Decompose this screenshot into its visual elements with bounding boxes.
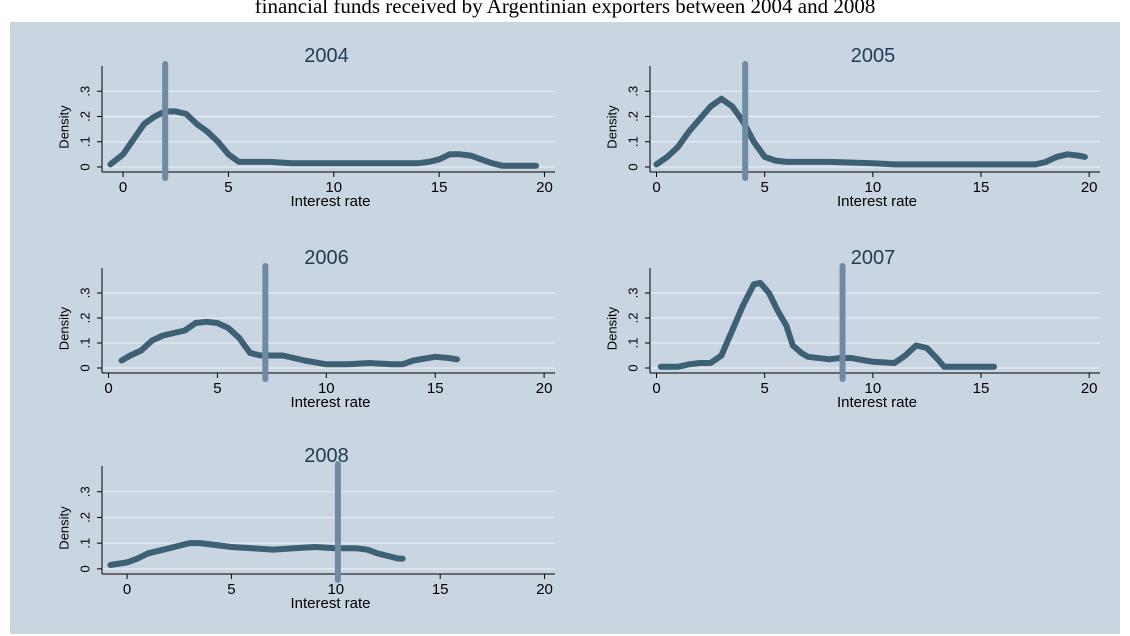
y-tick-label: .2 [626,111,641,122]
y-tick-label: 0 [626,364,641,371]
y-tick-label: .2 [78,512,93,523]
density-line [653,95,1088,168]
x-axis-label: Interest rate [290,595,370,612]
x-axis-label: Interest rate [837,394,917,411]
y-tick-label: .3 [626,288,641,299]
y-tick-label: .2 [78,111,93,122]
y-tick-label: .3 [78,288,93,299]
panel-title: 2007 [851,247,896,269]
y-tick-label: .1 [78,136,93,147]
panel-2007: 0 .1 .2 .3 Density 0 5 10 15 20 Interest rate 2007 [605,247,1100,411]
x-axis-label: Interest rate [290,394,370,411]
y-axis-label: Density [605,105,620,149]
y-tick-label: .1 [78,338,93,349]
density-line [657,280,997,370]
x-tick-label: 15 [432,581,449,598]
x-tick-label: 10 [327,581,344,598]
figure-title: financial funds received by Argentinian … [254,0,876,18]
x-tick-label: 20 [1081,380,1098,397]
y-axis-label: Density [57,306,72,350]
y-axis-label: Density [605,306,620,350]
panel-title: 2008 [304,445,349,467]
density-line [118,318,460,368]
y-tick-label: .2 [78,313,93,324]
x-axis-label: Interest rate [290,193,370,210]
y-axis-label: Density [57,506,72,550]
panel-2006: 0 .1 .2 .3 Density 0 5 10 15 20 Interest rate 2006 [57,247,555,411]
x-tick-label: 10 [318,380,335,397]
x-tick-label: 5 [760,179,768,196]
x-tick-label: 15 [973,380,990,397]
x-tick-label: 20 [536,581,553,598]
panel-title: 2005 [851,45,896,67]
panel-title: 2004 [304,45,349,67]
x-tick-label: 15 [973,179,990,196]
y-tick-label: .1 [626,136,641,147]
y-tick-label: 0 [626,163,641,170]
x-tick-label: 0 [652,380,660,397]
x-tick-label: 0 [104,380,112,397]
y-tick-label: .3 [78,86,93,97]
x-tick-label: 20 [1081,179,1098,196]
x-tick-label: 15 [427,380,444,397]
y-tick-label: .1 [626,338,641,349]
y-tick-label: 0 [78,163,93,170]
panel-2005: 0 .1 .2 .3 Density 0 5 10 15 20 Interest rate 2005 [605,45,1100,210]
x-tick-label: 0 [123,581,131,598]
density-line [107,108,539,169]
x-tick-label: 10 [864,380,881,397]
x-tick-label: 20 [536,179,553,196]
panel-title: 2006 [304,247,349,269]
density-line [107,540,406,568]
panel-2004: 0 .1 .2 .3 Density 0 5 10 15 20 Interest rate 2004 [57,45,555,210]
x-tick-label: 10 [864,179,881,196]
x-tick-label: 15 [431,179,448,196]
y-tick-label: .1 [78,538,93,549]
y-tick-label: .2 [626,313,641,324]
y-tick-label: .3 [78,486,93,497]
y-tick-label: 0 [78,565,93,572]
x-axis-label: Interest rate [837,193,917,210]
x-tick-label: 0 [652,179,660,196]
x-tick-label: 5 [224,179,232,196]
y-axis-label: Density [57,105,72,149]
panel-2008: 0 .1 .2 .3 Density 0 5 10 15 20 Interest rate 2008 [57,445,555,612]
x-tick-label: 20 [536,380,553,397]
x-tick-label: 0 [119,179,127,196]
x-tick-label: 5 [760,380,768,397]
y-tick-label: 0 [78,364,93,371]
x-tick-label: 5 [213,380,221,397]
y-tick-label: .3 [626,86,641,97]
x-tick-label: 10 [325,179,342,196]
x-tick-label: 5 [227,581,235,598]
